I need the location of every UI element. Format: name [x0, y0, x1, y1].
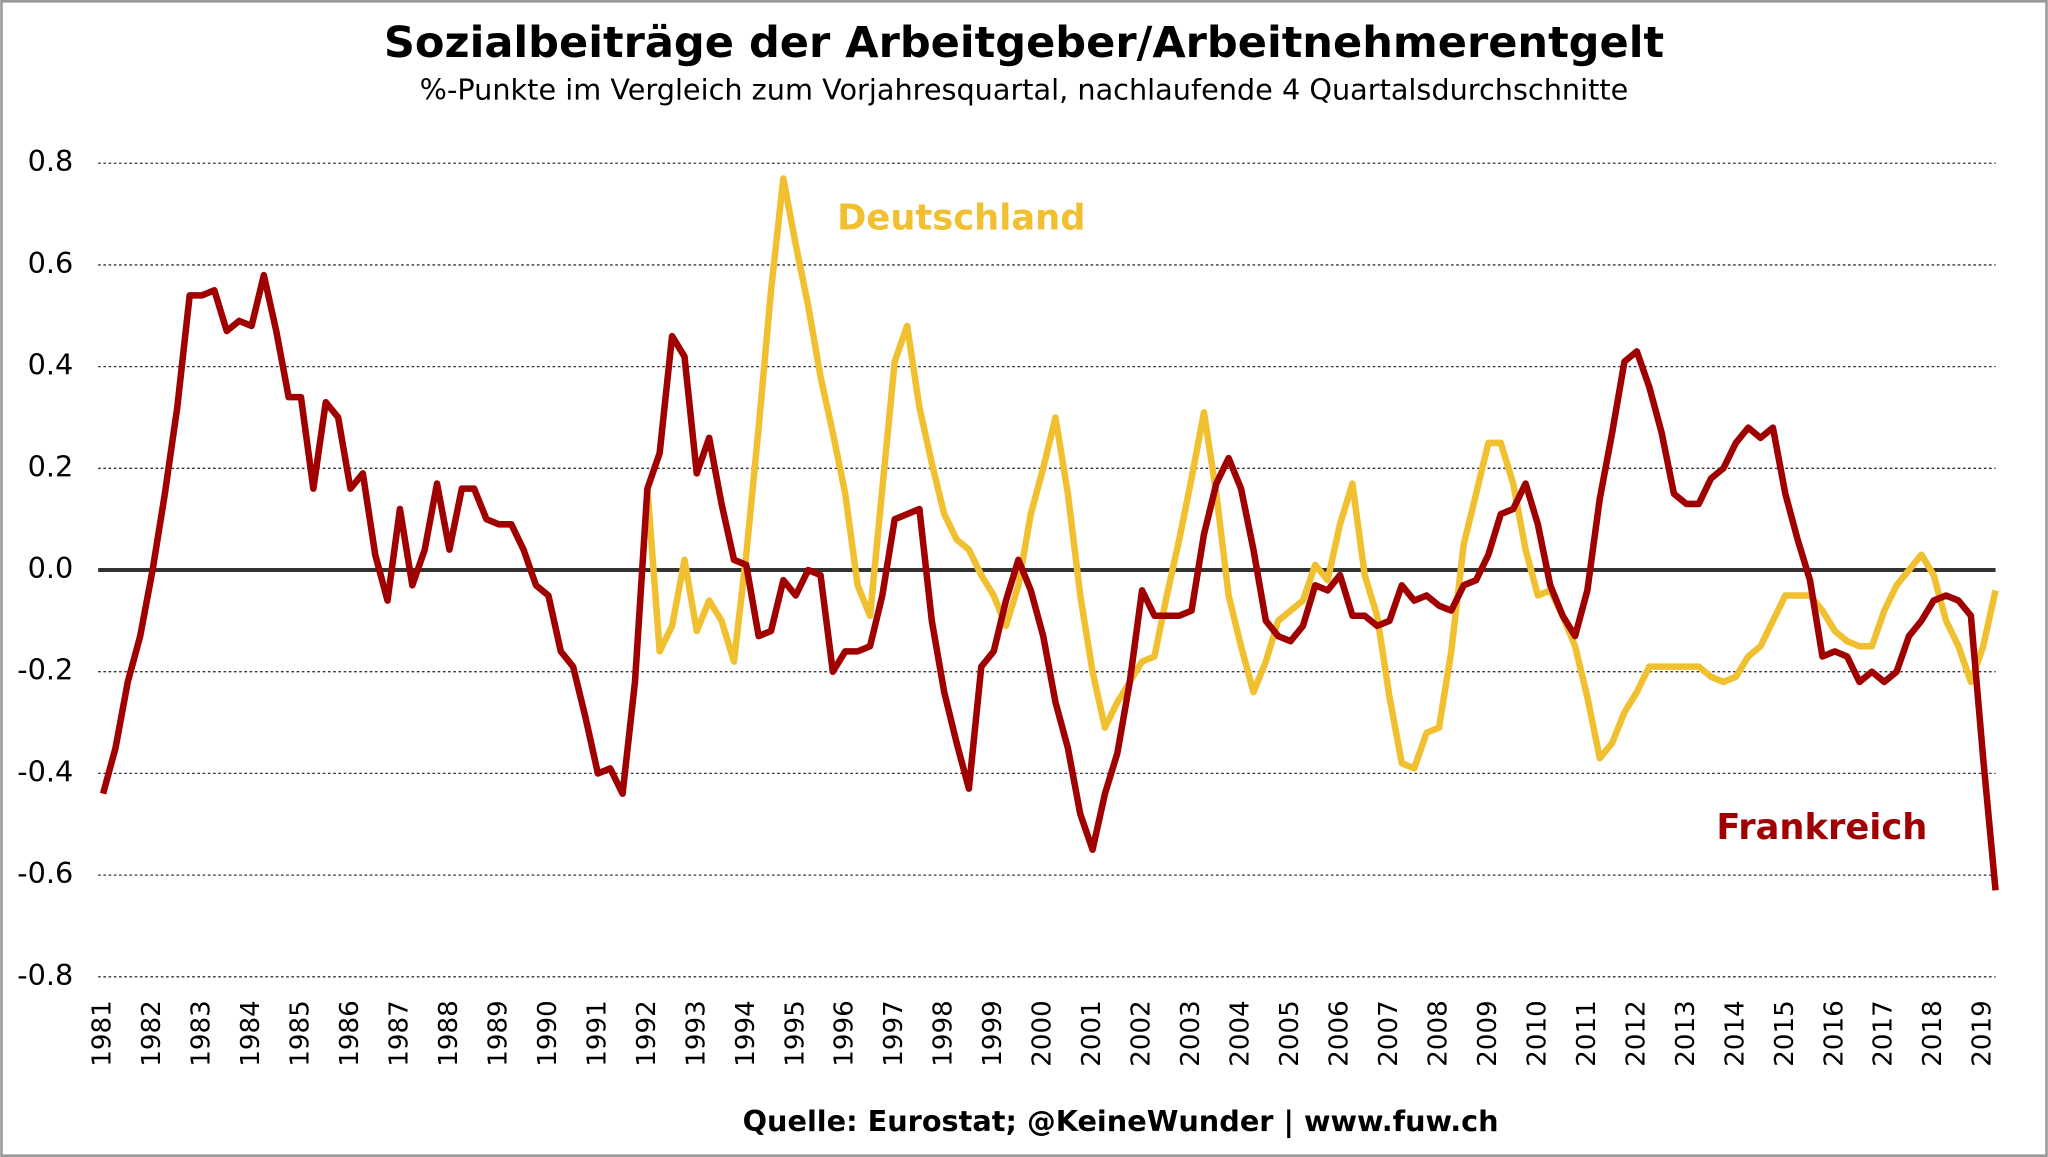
x-tick-label: 1984: [236, 1000, 266, 1066]
x-tick-label: 1983: [187, 1000, 217, 1066]
x-tick-label: 2009: [1473, 1000, 1503, 1066]
x-tick-label: 1997: [879, 1000, 909, 1066]
x-tick-label: 2011: [1572, 1000, 1602, 1066]
y-tick-label: -0.2: [17, 653, 73, 687]
x-tick-label: 2016: [1819, 1000, 1849, 1066]
x-tick-label: 1987: [384, 1000, 414, 1066]
chart-title: Sozialbeiträge der Arbeitgeber/Arbeitneh…: [384, 18, 1664, 68]
x-tick-label: 2018: [1918, 1000, 1948, 1066]
x-tick-label: 2005: [1275, 1000, 1305, 1066]
x-tick-label: 1989: [483, 1000, 513, 1066]
x-tick-label: 1985: [285, 1000, 315, 1066]
x-tick-label: 2003: [1176, 1000, 1206, 1066]
x-tick-label: 2014: [1720, 1000, 1750, 1066]
y-tick-label: 0.4: [28, 348, 74, 382]
x-tick-label: 1995: [780, 1000, 810, 1066]
x-tick-label: 2006: [1325, 1000, 1355, 1066]
series-label: Frankreich: [1716, 807, 1927, 848]
source: Quelle: Eurostat; @KeineWunder | www.fuw…: [743, 1104, 1499, 1138]
x-tick-label: 1999: [978, 1000, 1008, 1066]
line-0: [644, 175, 1999, 772]
x-tick-label: 2000: [1028, 1000, 1058, 1066]
x-tick-label: 1994: [731, 1000, 761, 1066]
x-tick-label: 1986: [335, 1000, 365, 1066]
x-tick-label: 2008: [1423, 1000, 1453, 1066]
y-tick-label: -0.6: [17, 856, 73, 890]
y-tick-label: 0.8: [28, 144, 74, 178]
x-tick-label: 2004: [1226, 1000, 1256, 1066]
x-tick-label: 1993: [681, 1000, 711, 1066]
x-tick-label: 2013: [1671, 1000, 1701, 1066]
chart-subtitle: %-Punkte im Vergleich zum Vorjahresquart…: [420, 72, 1629, 106]
y-tick-label: -0.8: [17, 958, 73, 992]
x-tick-label: 2007: [1374, 1000, 1404, 1066]
y-tick-label: 0.0: [28, 551, 74, 585]
x-tick-label: 1990: [533, 1000, 563, 1066]
y-tick-label: -0.4: [17, 754, 73, 788]
x-tick-label: 2017: [1869, 1000, 1899, 1066]
x-tick-label: 1981: [88, 1000, 118, 1066]
x-tick-label: 1982: [137, 1000, 167, 1066]
x-tick-label: 2015: [1770, 1000, 1800, 1066]
series-label: Deutschland: [837, 197, 1085, 238]
x-tick-label: 2019: [1968, 1000, 1998, 1066]
x-tick-label: 2001: [1077, 1000, 1107, 1066]
x-tick-label: 2012: [1621, 1000, 1651, 1066]
x-tick-label: 1992: [632, 1000, 662, 1066]
x-tick-label: 1991: [582, 1000, 612, 1066]
x-tick-label: 1988: [434, 1000, 464, 1066]
y-tick-label: 0.6: [28, 246, 74, 280]
line-1: [99, 271, 1999, 891]
y-tick-label: 0.2: [28, 449, 74, 483]
x-tick-label: 2002: [1127, 1000, 1157, 1066]
x-tick-label: 1998: [929, 1000, 959, 1066]
x-tick-label: 1996: [830, 1000, 860, 1066]
x-tick-label: 2010: [1522, 1000, 1552, 1066]
